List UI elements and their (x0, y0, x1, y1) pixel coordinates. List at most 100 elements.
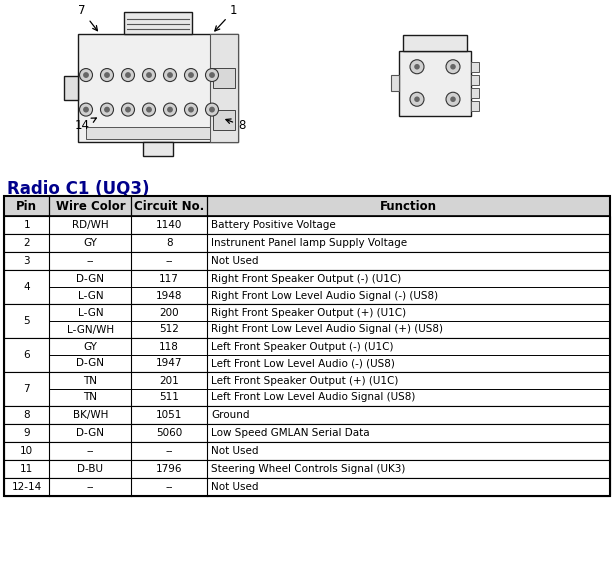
Bar (4, 216, 610, 234)
Bar (4, 252, 610, 270)
Circle shape (142, 68, 155, 81)
Text: 8: 8 (23, 410, 30, 420)
Text: 5: 5 (23, 316, 30, 326)
Text: 201: 201 (159, 375, 179, 385)
Text: Circuit No.: Circuit No. (134, 200, 204, 213)
Bar (4, 196, 610, 496)
Text: Not Used: Not Used (211, 256, 258, 266)
Text: 1948: 1948 (156, 291, 182, 301)
Circle shape (146, 107, 152, 113)
Circle shape (142, 103, 155, 116)
Text: 511: 511 (159, 393, 179, 402)
Circle shape (83, 107, 89, 113)
Bar (399, 50, 471, 116)
Circle shape (104, 107, 110, 113)
Text: Left Front Low Level Audio (-) (US8): Left Front Low Level Audio (-) (US8) (211, 358, 395, 369)
Text: Left Front Low Level Audio Signal (US8): Left Front Low Level Audio Signal (US8) (211, 393, 416, 402)
Text: L-GN: L-GN (77, 307, 103, 318)
Circle shape (101, 103, 114, 116)
Text: 3: 3 (23, 256, 30, 266)
Text: D-GN: D-GN (76, 274, 104, 283)
Text: 9: 9 (23, 428, 30, 438)
Text: TN: TN (84, 393, 98, 402)
Text: 7: 7 (23, 384, 30, 394)
Bar (86, 127, 210, 139)
Circle shape (79, 68, 93, 81)
Text: Left Front Speaker Output (-) (U1C): Left Front Speaker Output (-) (U1C) (211, 342, 394, 352)
Bar (403, 34, 467, 50)
Circle shape (206, 103, 219, 116)
Text: Right Front Speaker Output (-) (U1C): Right Front Speaker Output (-) (U1C) (211, 274, 402, 283)
Bar (4, 372, 610, 406)
Bar (471, 62, 479, 71)
Circle shape (209, 107, 215, 113)
Circle shape (125, 72, 131, 78)
Bar (471, 100, 479, 111)
Bar (124, 12, 192, 34)
Text: Battery Positive Voltage: Battery Positive Voltage (211, 220, 336, 230)
Circle shape (209, 72, 215, 78)
Text: --: -- (87, 256, 94, 266)
Text: 14: 14 (75, 118, 96, 132)
Bar (143, 142, 173, 156)
Circle shape (122, 103, 134, 116)
Bar (4, 304, 610, 338)
Text: 5060: 5060 (156, 428, 182, 438)
Bar (4, 196, 610, 216)
Text: 2: 2 (23, 238, 30, 248)
Text: --: -- (165, 482, 173, 492)
Circle shape (122, 68, 134, 81)
Bar (4, 234, 610, 252)
Bar (210, 34, 238, 142)
Text: Right Front Low Level Audio Signal (+) (US8): Right Front Low Level Audio Signal (+) (… (211, 324, 443, 334)
Bar (4, 338, 610, 372)
Text: GY: GY (84, 342, 97, 352)
Circle shape (188, 107, 194, 113)
Bar (4, 478, 610, 496)
Text: --: -- (87, 482, 94, 492)
Bar (4, 424, 610, 442)
Text: 1: 1 (215, 4, 238, 31)
Text: 1: 1 (23, 220, 30, 230)
Text: D-GN: D-GN (76, 428, 104, 438)
Bar (4, 270, 610, 304)
Text: Low Speed GMLAN Serial Data: Low Speed GMLAN Serial Data (211, 428, 370, 438)
Text: 8: 8 (226, 119, 246, 132)
Text: Function: Function (380, 200, 437, 213)
Circle shape (163, 103, 176, 116)
Circle shape (163, 68, 176, 81)
Text: 7: 7 (78, 4, 98, 31)
Circle shape (414, 96, 420, 102)
Text: RD/WH: RD/WH (72, 220, 109, 230)
Text: --: -- (165, 446, 173, 456)
Circle shape (104, 72, 110, 78)
Circle shape (206, 68, 219, 81)
Circle shape (184, 103, 198, 116)
Text: 1796: 1796 (156, 464, 182, 474)
Bar (391, 75, 399, 91)
Text: GY: GY (84, 238, 97, 248)
Circle shape (146, 72, 152, 78)
Text: Right Front Speaker Output (+) (U1C): Right Front Speaker Output (+) (U1C) (211, 307, 406, 318)
Text: Pin: Pin (16, 200, 37, 213)
Text: L-GN: L-GN (77, 291, 103, 301)
Text: 117: 117 (159, 274, 179, 283)
Bar (78, 34, 238, 142)
Text: 12-14: 12-14 (12, 482, 42, 492)
Circle shape (167, 107, 173, 113)
Circle shape (101, 68, 114, 81)
Text: 6: 6 (23, 350, 30, 360)
Text: Not Used: Not Used (211, 446, 258, 456)
Text: 200: 200 (159, 307, 179, 318)
Circle shape (125, 107, 131, 113)
Text: 11: 11 (20, 464, 33, 474)
Circle shape (446, 92, 460, 106)
Circle shape (410, 60, 424, 73)
Circle shape (450, 96, 456, 102)
Bar (64, 76, 78, 100)
Circle shape (79, 103, 93, 116)
Bar (213, 68, 235, 88)
Text: Instrunent Panel lamp Supply Voltage: Instrunent Panel lamp Supply Voltage (211, 238, 407, 248)
Text: --: -- (87, 446, 94, 456)
Circle shape (450, 64, 456, 70)
